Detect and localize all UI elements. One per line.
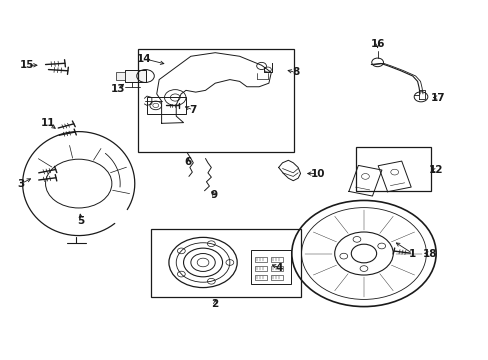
Text: 11: 11: [41, 118, 56, 128]
Bar: [255, 257, 266, 262]
Text: 15: 15: [20, 60, 35, 70]
Bar: [271, 257, 283, 262]
Bar: [255, 275, 266, 280]
Text: 12: 12: [428, 165, 443, 175]
Text: 16: 16: [369, 40, 384, 49]
Text: 5: 5: [78, 216, 84, 225]
Bar: [250, 250, 291, 284]
Bar: [151, 229, 301, 297]
Bar: [271, 275, 283, 280]
Text: 10: 10: [310, 168, 324, 179]
Text: 8: 8: [291, 67, 299, 77]
Bar: [355, 147, 430, 191]
Text: 3: 3: [18, 179, 25, 189]
Text: 13: 13: [110, 84, 125, 94]
Bar: [116, 72, 125, 80]
Bar: [138, 49, 294, 152]
Text: 2: 2: [211, 299, 219, 309]
Bar: [125, 69, 145, 82]
Bar: [255, 266, 266, 271]
Bar: [147, 97, 185, 114]
Text: 14: 14: [137, 54, 152, 64]
Text: 18: 18: [422, 248, 436, 258]
Text: 9: 9: [210, 190, 217, 200]
Text: 1: 1: [408, 248, 415, 258]
Text: 4: 4: [275, 263, 283, 273]
Bar: [271, 266, 283, 271]
Text: 6: 6: [184, 157, 192, 167]
Text: 7: 7: [189, 105, 197, 115]
Text: 17: 17: [430, 93, 445, 103]
